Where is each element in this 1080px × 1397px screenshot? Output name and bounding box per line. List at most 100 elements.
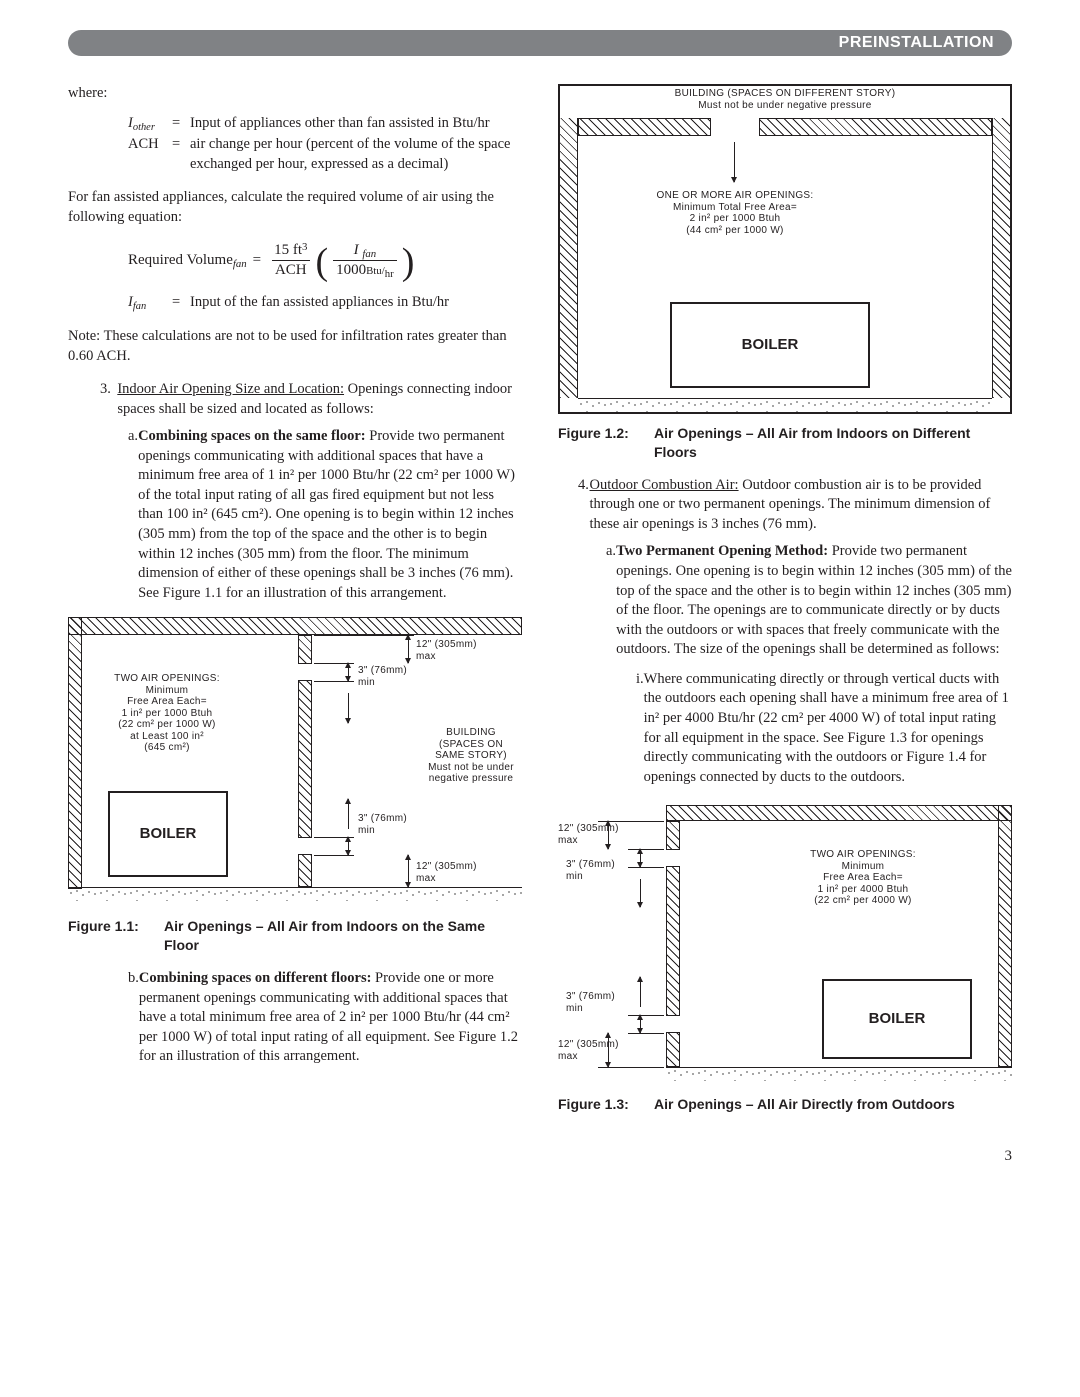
item-3a-num: a. [128,427,138,603]
right-column: BUILDING (SPACES ON DIFFERENT STORY) Mus… [558,84,1012,1128]
item-4a-i: i. Where communicating directly or throu… [636,670,1012,787]
fig11-min-dim-top: 3" (76mm) min [358,665,407,688]
page-number: 3 [68,1148,1012,1165]
def-ifan-eq: = [172,293,190,313]
eq-frac1: 15 ft3 ACH [271,243,310,278]
def-ach-txt: air change per hour (percent of the volu… [190,135,522,174]
fig11-top-dim: 12" (305mm) max [416,639,477,662]
fig11-lower-opening [298,837,312,855]
fig11-openings-label: TWO AIR OPENINGS: Minimum Free Area Each… [92,673,242,754]
def-ifan-txt: Input of the fan assisted appliances in … [190,293,522,313]
fig12-floor-opening [710,118,760,136]
two-column-layout: where: Iother = Input of appliances othe… [68,84,1012,1128]
fig13-right-wall [998,805,1012,1067]
item-3a: a. Combining spaces on the same floor: P… [128,427,522,603]
eq-rparen: ) [401,243,416,281]
item-3b-body: Combining spaces on different floors: Pr… [139,969,522,1067]
fig13-bot-dim: 12" (305mm) max [558,1039,658,1062]
where-label: where: [68,84,522,104]
fig11-title: Air Openings – All Air from Indoors on t… [164,917,522,955]
item-3b: b. Combining spaces on different floors:… [128,969,522,1067]
eq-lparen: ( [314,243,329,281]
item-3a-body: Combining spaces on the same floor: Prov… [138,427,522,603]
item-4-num: 4. [578,476,590,535]
fig13-title: Air Openings – All Air Directly from Out… [654,1095,1012,1114]
fig13-min-dim-top: 3" (76mm) min [566,859,615,882]
figure-1-2-caption: Figure 1.2: Air Openings – All Air from … [558,424,1012,462]
eq-frac1-den: ACH [272,260,310,278]
figure-1-1-diagram: BOILER TWO AIR OPENINGS: Minimum Free Ar… [68,617,522,907]
fig13-label: Figure 1.3: [558,1095,654,1114]
eq-label: Required Volumefan [128,250,247,270]
def-iother-txt: Input of appliances other than fan assis… [190,114,522,134]
fig12-left-wall [560,118,578,398]
item-4a-rest: Provide two permanent openings. One open… [616,543,1012,657]
page: PREINSTALLATION where: Iother = Input of… [0,0,1080,1195]
item-3b-num: b. [128,969,139,1067]
fig12-top-label: BUILDING (SPACES ON DIFFERENT STORY) Mus… [560,88,1010,111]
fig11-floor [68,887,522,901]
fig11-bot-dim: 12" (305mm) max [416,861,477,884]
item-4a-body: Two Permanent Opening Method: Provide tw… [616,542,1012,659]
fig11-ceiling [68,617,522,635]
def-iother-eq: = [172,114,190,134]
section-header-bar: PREINSTALLATION [68,30,1012,56]
fig13-upper-opening [666,849,680,867]
item-3-body: Indoor Air Opening Size and Location: Op… [117,380,522,419]
figure-1-2-diagram: BUILDING (SPACES ON DIFFERENT STORY) Mus… [558,84,1012,414]
item-4: 4. Outdoor Combustion Air: Outdoor combu… [578,476,1012,535]
eq-equals: = [247,250,267,270]
eq-frac1-num: 15 ft3 [271,243,310,260]
fig13-lower-opening [666,1015,680,1033]
left-column: where: Iother = Input of appliances othe… [68,84,522,1128]
figure-1-3-diagram: BOILER 12" (305mm) max 3" (76mm) min 3" … [558,805,1012,1085]
fig11-upper-opening [298,663,312,681]
fig13-floor [666,1067,1012,1081]
item-4-body: Outdoor Combustion Air: Outdoor combusti… [590,476,1012,535]
item-3-num: 3. [100,380,117,419]
fig12-label: Figure 1.2: [558,424,654,462]
def-ifan: Ifan = Input of the fan assisted applian… [128,293,522,313]
fig12-mid-label: ONE OR MORE AIR OPENINGS: Minimum Total … [620,190,850,236]
eq-frac2: I fan 1000Btu/hr [333,243,397,278]
item-4a-num: a. [606,542,616,659]
equation-required-volume: Required Volumefan = 15 ft3 ACH ( I fan … [128,241,522,279]
item-3a-rest: Provide two permanent openings communica… [138,428,515,601]
ach-note: Note: These calculations are not to be u… [68,327,522,366]
item-4a-lead: Two Permanent Opening Method: [616,543,828,559]
fig13-ceiling [666,805,1012,821]
item-3-lead: Indoor Air Opening Size and Location: [117,381,344,397]
fig13-boiler: BOILER [822,979,972,1059]
item-4ai-num: i. [636,670,644,787]
def-ach-eq: = [172,135,190,174]
fig11-min-dim-bot: 3" (76mm) min [358,813,407,836]
figure-1-1-caption: Figure 1.1: Air Openings – All Air from … [68,917,522,955]
fig12-title: Air Openings – All Air from Indoors on D… [654,424,1012,462]
fig11-boiler: BOILER [108,791,228,877]
fig11-left-wall [68,617,82,889]
eq-frac2-den: 1000Btu/hr [333,260,397,278]
fig12-boiler: BOILER [670,302,870,388]
item-4a: a. Two Permanent Opening Method: Provide… [606,542,1012,659]
def-ach-sym: ACH [128,135,172,174]
eq-frac2-num: I fan [351,243,380,260]
section-header-title: PREINSTALLATION [839,30,994,56]
fig12-floor-slab [578,118,992,136]
figure-1-3-caption: Figure 1.3: Air Openings – All Air Direc… [558,1095,1012,1114]
fig11-building-label: BUILDING (SPACES ON SAME STORY) Must not… [416,727,526,785]
fig13-min-dim-bot: 3" (76mm) min [566,991,615,1014]
fig12-gravel [578,398,992,412]
def-ifan-sym: Ifan [128,293,172,313]
def-ach: ACH = air change per hour (percent of th… [128,135,522,174]
item-3b-lead: Combining spaces on different floors: [139,970,372,986]
fig13-openings-label: TWO AIR OPENINGS: Minimum Free Area Each… [778,849,948,907]
fig13-top-dim: 12" (305mm) max [558,823,658,846]
def-iother: Iother = Input of appliances other than … [128,114,522,134]
def-iother-sym: Iother [128,114,172,134]
fig11-label: Figure 1.1: [68,917,164,955]
item-3a-lead: Combining spaces on the same floor: [138,428,366,444]
item-3: 3. Indoor Air Opening Size and Location:… [100,380,522,419]
fan-intro: For fan assisted appliances, calculate t… [68,188,522,227]
item-4-lead: Outdoor Combustion Air: [590,477,739,493]
fig12-right-wall [992,118,1010,398]
